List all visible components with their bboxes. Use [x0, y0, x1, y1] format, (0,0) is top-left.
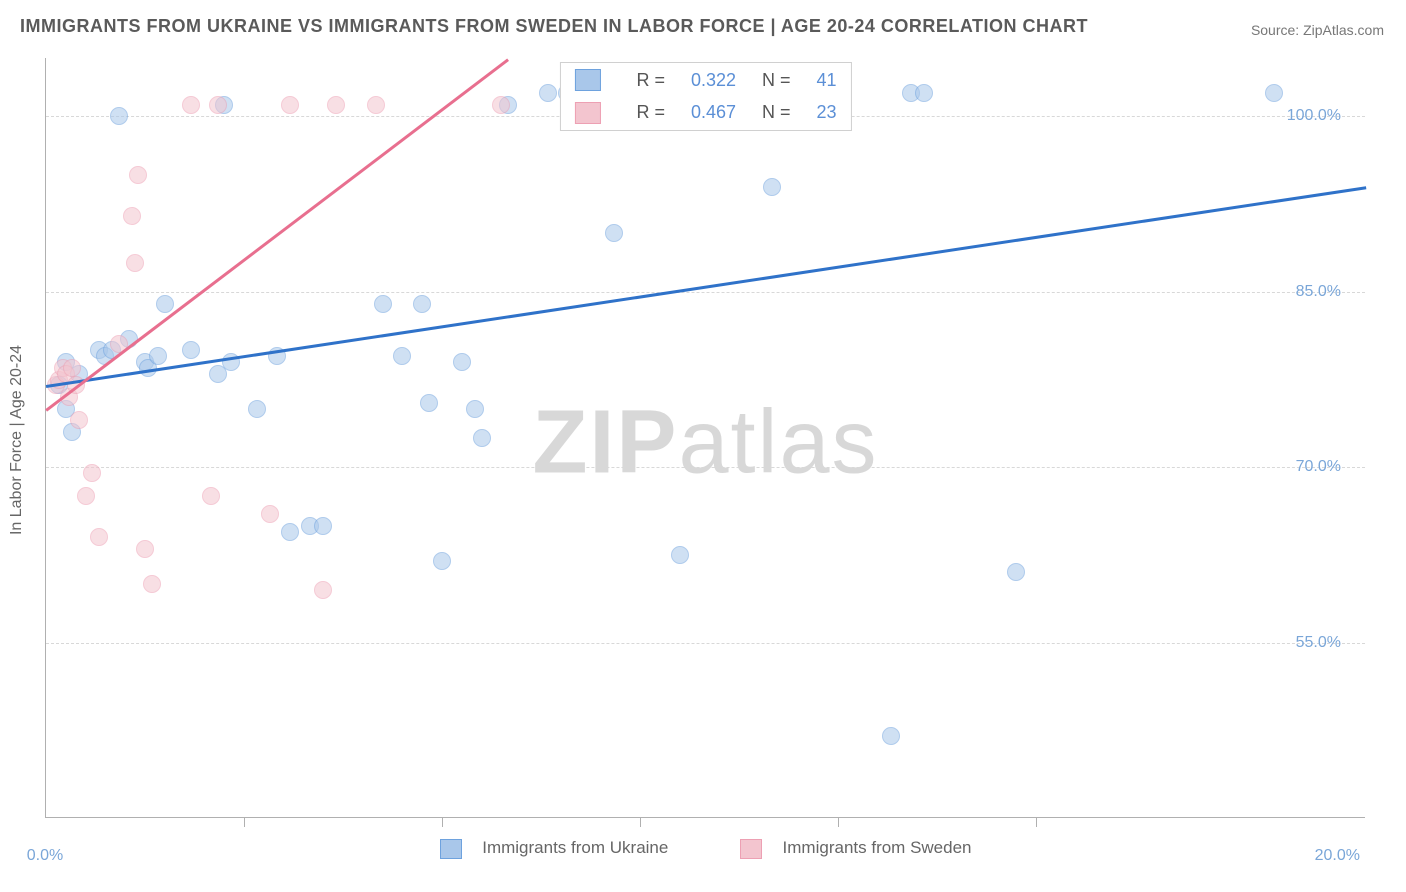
y-axis-label: In Labor Force | Age 20-24: [8, 345, 26, 535]
point-sweden: [63, 359, 81, 377]
point-ukraine: [453, 353, 471, 371]
point-sweden: [77, 487, 95, 505]
point-ukraine: [882, 727, 900, 745]
swatch-ukraine: [574, 69, 600, 91]
point-ukraine: [110, 107, 128, 125]
point-ukraine: [281, 523, 299, 541]
swatch-sweden: [740, 839, 762, 859]
watermark-light: atlas: [678, 392, 878, 492]
r-label: R =: [624, 65, 677, 95]
point-sweden: [143, 575, 161, 593]
point-ukraine: [393, 347, 411, 365]
watermark-bold: ZIP: [532, 392, 678, 492]
point-sweden: [261, 505, 279, 523]
gridline: [46, 467, 1365, 468]
y-tick-label: 85.0%: [1296, 283, 1341, 301]
legend-row-ukraine: R = 0.322 N = 41: [562, 65, 848, 95]
point-ukraine: [1265, 84, 1283, 102]
legend-label-sweden: Immigrants from Sweden: [783, 838, 972, 857]
point-sweden: [136, 540, 154, 558]
series-legend: Immigrants from Ukraine Immigrants from …: [432, 838, 980, 859]
n-label: N =: [750, 97, 803, 127]
scatter-plot-area: ZIPatlas R = 0.322 N = 41 R = 0.467 N = …: [45, 58, 1365, 818]
point-sweden: [182, 96, 200, 114]
point-ukraine: [182, 341, 200, 359]
legend-row-sweden: R = 0.467 N = 23: [562, 97, 848, 127]
point-sweden: [209, 96, 227, 114]
legend-label-ukraine: Immigrants from Ukraine: [482, 838, 668, 857]
y-tick-label: 70.0%: [1296, 458, 1341, 476]
r-value-ukraine: 0.322: [679, 65, 748, 95]
point-ukraine: [539, 84, 557, 102]
x-tick-min: 0.0%: [27, 847, 63, 865]
gridline: [46, 643, 1365, 644]
point-ukraine: [248, 400, 266, 418]
point-sweden: [123, 207, 141, 225]
point-ukraine: [314, 517, 332, 535]
n-value-ukraine: 41: [805, 65, 849, 95]
r-value-sweden: 0.467: [679, 97, 748, 127]
correlation-legend: R = 0.322 N = 41 R = 0.467 N = 23: [559, 62, 851, 131]
point-ukraine: [420, 394, 438, 412]
swatch-ukraine: [440, 839, 462, 859]
point-ukraine: [433, 552, 451, 570]
y-tick-label: 55.0%: [1296, 634, 1341, 652]
point-ukraine: [915, 84, 933, 102]
point-ukraine: [763, 178, 781, 196]
x-tick: [244, 817, 245, 827]
point-ukraine: [413, 295, 431, 313]
swatch-sweden: [574, 102, 600, 124]
gridline: [46, 292, 1365, 293]
y-tick-label: 100.0%: [1287, 107, 1341, 125]
point-ukraine: [466, 400, 484, 418]
x-tick: [442, 817, 443, 827]
point-sweden: [202, 487, 220, 505]
point-sweden: [83, 464, 101, 482]
point-sweden: [129, 166, 147, 184]
point-sweden: [90, 528, 108, 546]
point-sweden: [126, 254, 144, 272]
point-sweden: [70, 411, 88, 429]
r-label: R =: [624, 97, 677, 127]
point-ukraine: [1007, 563, 1025, 581]
point-ukraine: [149, 347, 167, 365]
point-sweden: [314, 581, 332, 599]
trendline-ukraine: [46, 187, 1366, 388]
point-ukraine: [671, 546, 689, 564]
x-tick: [838, 817, 839, 827]
point-ukraine: [473, 429, 491, 447]
point-sweden: [281, 96, 299, 114]
x-tick: [1036, 817, 1037, 827]
chart-title: IMMIGRANTS FROM UKRAINE VS IMMIGRANTS FR…: [20, 16, 1088, 37]
source-attribution: Source: ZipAtlas.com: [1251, 22, 1384, 38]
point-ukraine: [156, 295, 174, 313]
source-link[interactable]: ZipAtlas.com: [1303, 22, 1384, 38]
n-value-sweden: 23: [805, 97, 849, 127]
point-sweden: [327, 96, 345, 114]
point-sweden: [367, 96, 385, 114]
x-tick: [640, 817, 641, 827]
point-ukraine: [605, 224, 623, 242]
source-prefix: Source:: [1251, 22, 1303, 38]
x-tick-max: 20.0%: [1315, 847, 1360, 865]
point-ukraine: [374, 295, 392, 313]
n-label: N =: [750, 65, 803, 95]
point-sweden: [492, 96, 510, 114]
watermark: ZIPatlas: [532, 391, 878, 494]
